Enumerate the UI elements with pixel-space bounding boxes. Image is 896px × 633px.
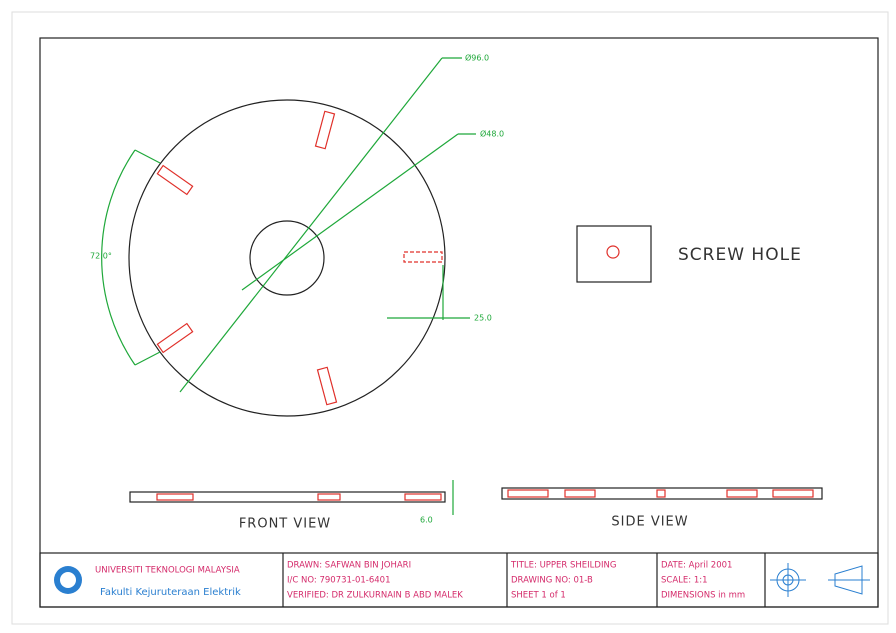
logo bbox=[60, 572, 76, 588]
bar bbox=[501, 487, 823, 500]
slot bbox=[507, 489, 549, 498]
slot bbox=[403, 251, 443, 263]
projection-symbol bbox=[834, 565, 863, 595]
scale: SCALE: 1:1 bbox=[661, 576, 708, 586]
slot bbox=[156, 493, 194, 501]
dimensions: DIMENSIONS in mm bbox=[661, 591, 745, 601]
sheet: SHEET 1 of 1 bbox=[511, 591, 566, 601]
verified: VERIFIED: DR ZULKURNAIN B ABD MALEK bbox=[287, 591, 463, 601]
drawing-no: DRAWING NO: 01-B bbox=[511, 576, 593, 586]
side-view-strip: SIDE VIEW bbox=[501, 487, 823, 530]
title: TITLE: UPPER SHEILDING bbox=[510, 561, 616, 571]
view-label: SIDE VIEW bbox=[611, 515, 688, 530]
angle-arc bbox=[101, 149, 136, 366]
inner-circle bbox=[249, 220, 325, 296]
slot bbox=[656, 489, 666, 498]
drawn: DRAWN: SAFWAN BIN JOHARI bbox=[287, 561, 411, 571]
screw-hole bbox=[606, 245, 620, 259]
slot bbox=[726, 489, 758, 498]
slot bbox=[404, 493, 442, 501]
dimension-label: 72.0° bbox=[90, 252, 112, 261]
screw-hole-box bbox=[576, 225, 652, 283]
leader bbox=[179, 57, 443, 393]
slot bbox=[317, 493, 341, 501]
university: UNIVERSITI TEKNOLOGI MALAYSIA bbox=[95, 566, 240, 576]
dimension-label: Ø96.0 bbox=[465, 53, 489, 63]
leader bbox=[241, 133, 459, 291]
view-label: FRONT VIEW bbox=[239, 517, 331, 532]
front-view-strip: 6.0 FRONT VIEW bbox=[129, 480, 454, 532]
front-view-drawing: Ø96.0 Ø48.0 72.0° 25.0 bbox=[90, 53, 504, 417]
screw-hole-label: SCREW HOLE bbox=[678, 245, 802, 265]
title-block: UNIVERSITI TEKNOLOGI MALAYSIA Fakulti Ke… bbox=[39, 552, 879, 608]
slot bbox=[564, 489, 596, 498]
leader bbox=[134, 149, 161, 164]
page-border bbox=[11, 11, 889, 625]
faculty: Fakulti Kejuruteraan Elektrik bbox=[100, 587, 241, 598]
outer-circle bbox=[128, 99, 446, 417]
slot bbox=[156, 322, 194, 354]
bar bbox=[129, 491, 446, 503]
title-block-frame bbox=[39, 552, 879, 608]
slot bbox=[156, 164, 194, 196]
ic-no: I/C NO: 790731-01-6401 bbox=[287, 576, 391, 586]
date: DATE: April 2001 bbox=[661, 561, 732, 571]
frame bbox=[39, 37, 879, 608]
dimension-label: Ø48.0 bbox=[480, 129, 504, 139]
slot bbox=[316, 366, 338, 406]
dimension-label: 25.0 bbox=[474, 314, 492, 323]
slot bbox=[314, 110, 336, 150]
dimension-label: 6.0 bbox=[420, 516, 433, 525]
slot bbox=[772, 489, 814, 498]
leader bbox=[134, 351, 161, 366]
